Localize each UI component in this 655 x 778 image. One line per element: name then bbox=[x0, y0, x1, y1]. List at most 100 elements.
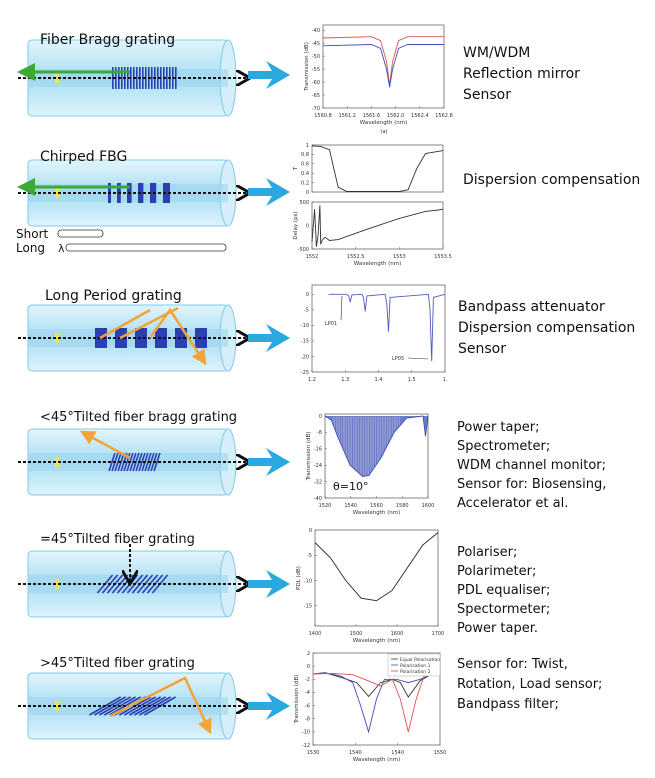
x-axis-label: Wavelength (nm) bbox=[353, 757, 401, 763]
tfbg-45deg-pdl-chart: 0 -5 -10 -15 1400 1500 1600 1700 Wavelength (nm)… bbox=[296, 528, 444, 644]
grating-line bbox=[121, 67, 123, 89]
input-marker bbox=[55, 579, 59, 589]
x-tick-label: 1.2 bbox=[308, 377, 316, 383]
row-1-title: Fiber Bragg grating bbox=[40, 32, 175, 48]
grating-line bbox=[112, 67, 114, 89]
y-tick-label: -8 bbox=[305, 717, 310, 723]
y-tick-label: 500 bbox=[299, 200, 309, 206]
y-tick-label: 0 bbox=[319, 414, 322, 420]
series-line-1 bbox=[314, 532, 439, 602]
y-tick-label: -50 bbox=[312, 54, 320, 60]
row-5-title: =45°Tilted fiber grating bbox=[40, 532, 195, 547]
x-tick-label: 1400 bbox=[309, 631, 322, 637]
y-axis-label: T bbox=[293, 166, 299, 171]
x-tick-label: 1.3 bbox=[341, 377, 349, 383]
y-tick-label: 0.8 bbox=[301, 152, 309, 158]
annotation-arrow bbox=[340, 295, 343, 321]
plot-area bbox=[314, 529, 439, 627]
row-2-title: Chirped FBG bbox=[40, 149, 127, 165]
right-arrow-icon bbox=[248, 178, 290, 206]
y-tick-label: -24 bbox=[314, 463, 322, 469]
row-5-app: Polarimeter; bbox=[457, 564, 536, 579]
y-tick-label: 0 bbox=[306, 190, 309, 196]
series-line-2 bbox=[312, 672, 441, 734]
row-4-app: Spectrometer; bbox=[457, 439, 550, 454]
fiber-row-6 bbox=[18, 672, 290, 740]
y-tick-label: -12 bbox=[302, 743, 310, 749]
row-3-title: Long Period grating bbox=[45, 288, 182, 304]
x-tick-label: 1550 bbox=[434, 750, 447, 756]
y-tick-label: -8 bbox=[317, 430, 322, 436]
x-tick-label: 1553.5 bbox=[434, 254, 452, 260]
y-tick-label: -70 bbox=[312, 106, 320, 112]
row-4-app: Sensor for: Biosensing, bbox=[457, 477, 606, 492]
row-3-app: Bandpass attenuator bbox=[458, 299, 605, 315]
y-tick-label: 0 bbox=[307, 664, 310, 670]
series-line-1 bbox=[328, 293, 446, 362]
cladding-mode-arrow bbox=[99, 308, 151, 340]
lpg-spectrum-chart: 0 -5 -10 -15 -20 -251.2 1.3 1.4 1.5 1. LP01 LP05 bbox=[301, 284, 448, 383]
cladding-mode-arrow bbox=[119, 306, 179, 340]
fiber-row-1 bbox=[17, 39, 290, 117]
row-2-app: Dispersion compensation bbox=[463, 172, 640, 188]
row-6-app: Rotation, Load sensor; bbox=[457, 677, 602, 692]
fiber-row-3 bbox=[18, 304, 290, 372]
tilted-grating-line bbox=[108, 452, 116, 472]
row-4-title: <45°Tilted fiber bragg grating bbox=[40, 410, 237, 425]
plot-area bbox=[311, 144, 444, 193]
y-tick-label: -25 bbox=[301, 370, 309, 376]
series-area bbox=[325, 416, 428, 477]
row-4-app: Power taper; bbox=[457, 420, 539, 435]
fiber-row-4 bbox=[18, 428, 290, 496]
x-tick-label: 1540 bbox=[344, 503, 357, 509]
y-tick-label: -55 bbox=[312, 67, 320, 73]
x-tick-label: 1600 bbox=[391, 631, 404, 637]
short-wavelength-bar bbox=[57, 229, 104, 238]
tilted-grating-line bbox=[117, 452, 125, 472]
x-axis-label: Wavelength (nm) bbox=[353, 638, 401, 644]
grating-line bbox=[157, 67, 159, 89]
x-tick-label: 1.5 bbox=[408, 377, 416, 383]
y-tick-label: 0.6 bbox=[301, 162, 309, 168]
row-3-app: Dispersion compensation bbox=[458, 320, 635, 336]
legend-box bbox=[387, 653, 441, 677]
tilted-grating-line bbox=[147, 452, 155, 472]
series-line-1 bbox=[311, 205, 444, 247]
annotation-lp01: LP01 bbox=[325, 321, 337, 327]
row-5-app: Spectormeter; bbox=[457, 602, 550, 617]
y-tick-label: 1 bbox=[306, 143, 309, 149]
row-3-app: Sensor bbox=[458, 341, 506, 357]
x-tick-label: 1.4 bbox=[375, 377, 383, 383]
y-tick-label: -40 bbox=[314, 496, 322, 502]
x-axis-label: Wavelength (nm) bbox=[354, 261, 402, 267]
input-marker bbox=[55, 333, 59, 343]
grating-line bbox=[166, 67, 168, 89]
y-tick-label: -10 bbox=[302, 730, 310, 736]
row-1-app: Sensor bbox=[463, 87, 511, 103]
y-tick-label: -15 bbox=[304, 604, 312, 610]
grating-line bbox=[142, 67, 144, 89]
y-tick-label: -6 bbox=[305, 703, 310, 709]
x-tick-label: 1. bbox=[443, 377, 448, 383]
right-arrow-icon bbox=[248, 61, 290, 89]
grating-line bbox=[127, 67, 129, 89]
cladding-mode-arrow bbox=[109, 676, 212, 735]
x-tick-label: 1561.2 bbox=[338, 113, 356, 119]
y-axis-label: PDL (dB) bbox=[296, 566, 302, 590]
x-tick-label: 1561.6 bbox=[363, 113, 381, 119]
annotation-lp05: LP05 bbox=[392, 356, 404, 362]
grating-line bbox=[172, 67, 174, 89]
x-tick-label: 1560.8 bbox=[314, 113, 332, 119]
y-tick-label: -4 bbox=[305, 690, 310, 696]
x-tick-label: 1500 bbox=[350, 631, 363, 637]
row-6-app: Bandpass filter; bbox=[457, 697, 559, 712]
row-6-app: Sensor for: Twist, bbox=[457, 657, 568, 672]
row-4-app: WDM channel monitor; bbox=[457, 458, 606, 473]
x-tick-label: 1562.4 bbox=[411, 113, 429, 119]
grating-block bbox=[155, 328, 167, 348]
x-axis-label: Wavelength (nm) bbox=[353, 510, 401, 516]
y-axis-label: Delay (ps) bbox=[293, 211, 299, 239]
